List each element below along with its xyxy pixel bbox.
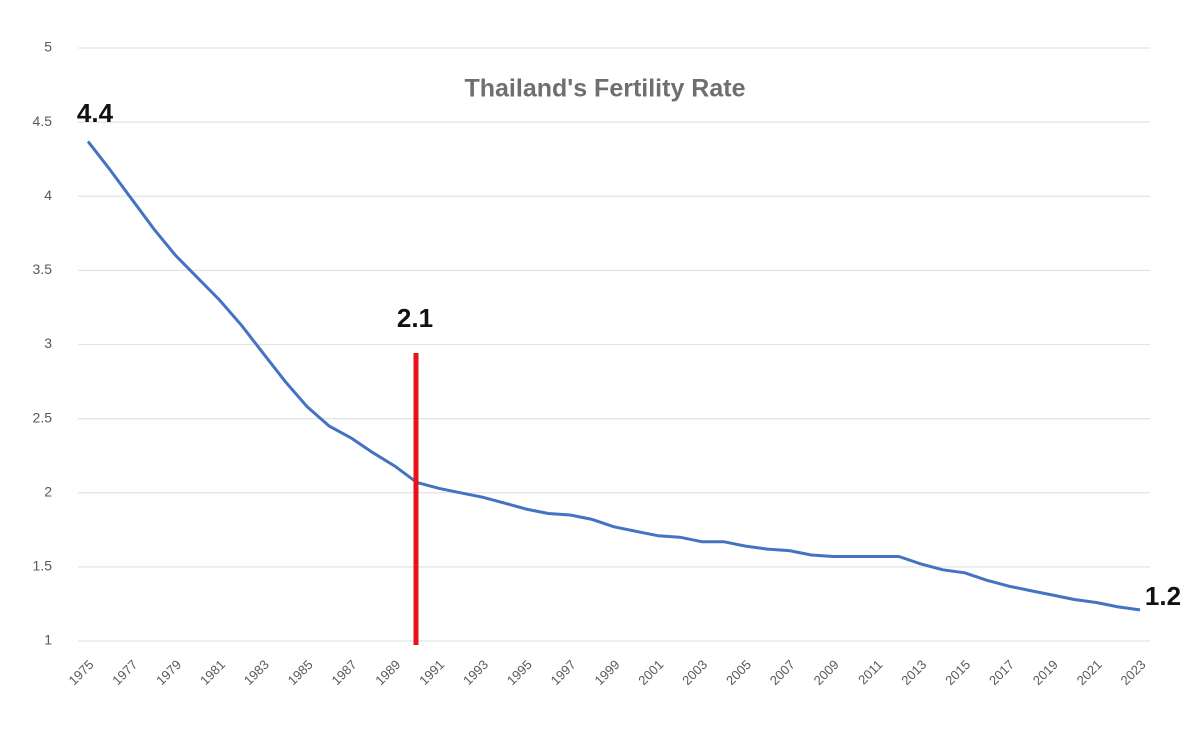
x-tick-label: 2003 — [679, 657, 710, 688]
annotation: 4.4 — [77, 98, 114, 128]
y-tick-label: 5 — [44, 39, 52, 55]
y-tick-label: 2.5 — [33, 409, 53, 425]
x-tick-label: 1993 — [460, 657, 491, 688]
x-tick-label: 2009 — [811, 657, 842, 688]
x-tick-label: 1975 — [65, 657, 96, 688]
x-tick-label: 1977 — [109, 657, 140, 688]
x-tick-label: 2007 — [767, 657, 798, 688]
y-tick-label: 2 — [44, 483, 52, 499]
x-tick-label: 2021 — [1074, 657, 1105, 688]
y-tick-label: 4 — [44, 187, 52, 203]
x-tick-label: 1997 — [548, 657, 579, 688]
x-tick-label: 1987 — [328, 657, 359, 688]
x-tick-label: 2013 — [898, 657, 929, 688]
y-tick-label: 4.5 — [33, 113, 53, 129]
x-tick-label: 1985 — [285, 657, 316, 688]
x-tick-label: 1991 — [416, 657, 447, 688]
x-tick-label: 1995 — [504, 657, 535, 688]
x-tick-label: 2015 — [942, 657, 973, 688]
annotation: 1.2 — [1145, 581, 1181, 611]
x-tick-label: 2023 — [1117, 657, 1148, 688]
x-tick-label: 2005 — [723, 657, 754, 688]
x-tick-label: 1999 — [591, 657, 622, 688]
annotation: 2.1 — [397, 303, 433, 333]
y-tick-label: 3 — [44, 335, 52, 351]
y-tick-label: 1.5 — [33, 558, 53, 574]
x-tick-label: 1979 — [153, 657, 184, 688]
x-tick-label: 2011 — [855, 657, 885, 687]
x-tick-label: 1983 — [241, 657, 272, 688]
x-tick-label: 2001 — [635, 657, 666, 688]
y-tick-label: 3.5 — [33, 261, 53, 277]
data-line — [86, 140, 1141, 612]
x-tick-label: 2017 — [986, 657, 1017, 688]
x-tick-label: 1981 — [197, 657, 228, 688]
x-tick-label: 2019 — [1030, 657, 1061, 688]
x-tick-label: 1989 — [372, 657, 403, 688]
chart-title: Thailand's Fertility Rate — [464, 75, 745, 103]
y-tick-label: 1 — [44, 632, 52, 648]
